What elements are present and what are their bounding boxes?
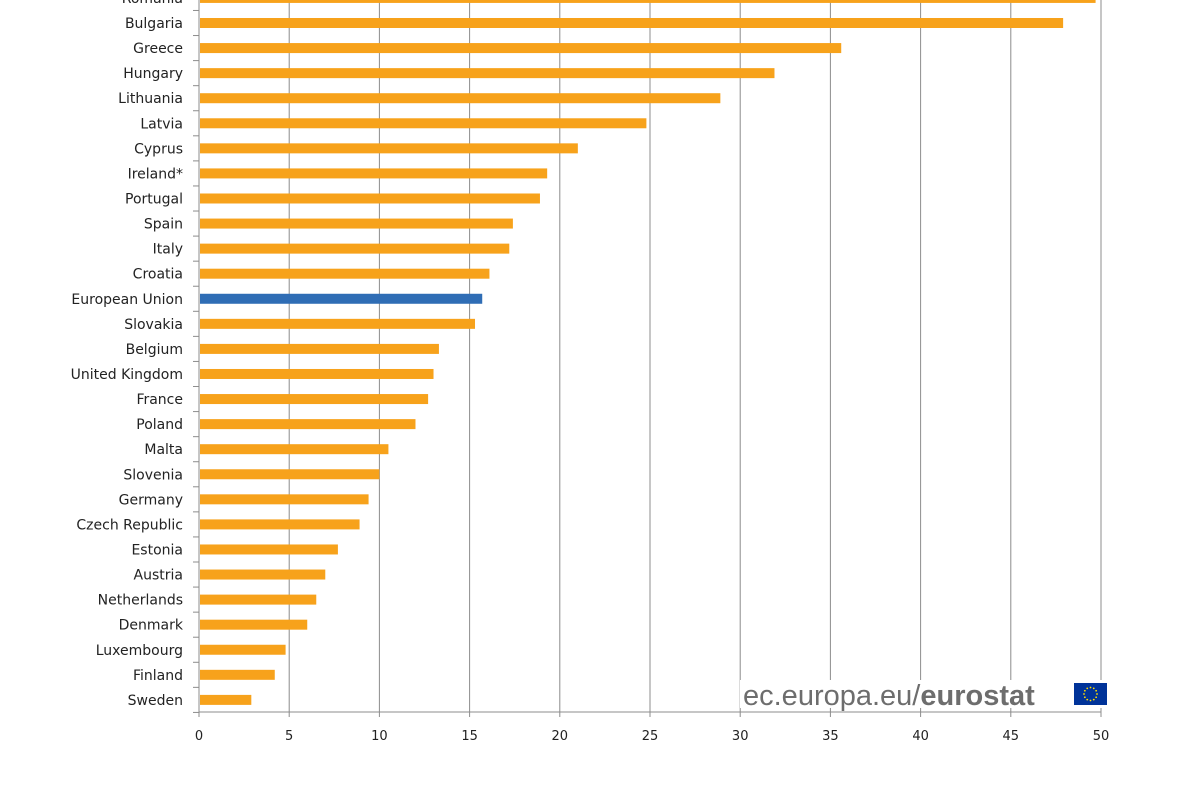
bar-united-kingdom	[200, 368, 434, 379]
bar-estonia	[200, 544, 338, 555]
bar-sweden	[200, 694, 252, 705]
eu-stars-icon	[1083, 686, 1098, 702]
bar-european-union	[200, 293, 483, 304]
category-label: Belgium	[126, 342, 183, 358]
category-label: Croatia	[133, 267, 183, 283]
category-label: Portugal	[125, 191, 183, 207]
bar-bulgaria	[200, 18, 1064, 28]
bar-malta	[200, 444, 389, 455]
eu-star	[1092, 687, 1095, 690]
category-label: Lithuania	[118, 91, 183, 107]
bar-lithuania	[200, 93, 721, 104]
x-tick-label: 40	[912, 729, 929, 744]
bar-italy	[200, 243, 510, 254]
bar-cyprus	[200, 143, 578, 154]
bar-portugal	[200, 193, 540, 204]
category-label: Italy	[153, 242, 183, 258]
svg-text:ec.europa.eu/eurostat: ec.europa.eu/eurostat	[743, 680, 1035, 712]
bar-hungary	[200, 68, 775, 79]
x-tick-label: 15	[461, 729, 478, 744]
category-label: Greece	[133, 41, 183, 57]
bar-greece	[200, 43, 842, 54]
x-tick-label: 30	[732, 729, 749, 744]
x-tick-label: 45	[1003, 729, 1020, 744]
logo-text-light: ec.europa.eu/	[743, 680, 921, 712]
bar-belgium	[200, 343, 439, 354]
category-label: Finland	[133, 668, 183, 684]
bar-ireland-	[200, 168, 548, 179]
x-tick-label: 0	[195, 729, 203, 744]
bar-germany	[200, 494, 369, 505]
bar-slovakia	[200, 318, 476, 329]
eu-star	[1095, 689, 1098, 692]
category-label: Czech Republic	[76, 517, 183, 533]
logo-text-bold: eurostat	[920, 680, 1035, 712]
category-label: Austria	[134, 568, 183, 584]
category-label: Poland	[136, 417, 183, 433]
category-label: Germany	[119, 492, 183, 508]
x-tick-label: 35	[822, 729, 839, 744]
bar-czech-republic	[200, 519, 360, 530]
eu-star	[1089, 699, 1092, 702]
category-label: European Union	[71, 292, 183, 308]
x-axis-ticks: 0 5 10 15 20 25 30 35 40 45 50	[195, 729, 1109, 744]
bar-luxembourg	[200, 644, 286, 655]
category-label: Slovakia	[124, 317, 183, 333]
category-label: Spain	[144, 217, 183, 233]
category-labels: Romania Bulgaria Greece Hungary Lithuania Lat…	[71, 0, 184, 709]
category-label: Estonia	[131, 542, 183, 558]
bar-spain	[200, 218, 513, 229]
bars	[200, 0, 1096, 705]
eu-star	[1086, 698, 1089, 701]
bar-latvia	[200, 118, 647, 129]
category-label: France	[136, 392, 183, 408]
bar-austria	[200, 569, 326, 580]
eu-star	[1095, 696, 1098, 699]
x-tick-label: 5	[285, 729, 293, 744]
x-tick-label: 50	[1093, 729, 1110, 744]
bar-finland	[200, 669, 275, 680]
gridlines	[193, 0, 1102, 717]
category-label: Romania	[122, 0, 183, 7]
category-label: Latvia	[140, 116, 183, 132]
eu-flag-icon	[1074, 683, 1107, 705]
eu-star	[1083, 689, 1086, 692]
eu-star	[1089, 686, 1092, 689]
eu-star	[1086, 687, 1089, 690]
category-label: Sweden	[128, 693, 183, 709]
category-label: Slovenia	[123, 467, 183, 483]
bar-denmark	[200, 619, 308, 630]
eu-star	[1096, 693, 1098, 695]
category-label: Ireland*	[128, 166, 183, 182]
eu-star	[1083, 696, 1086, 699]
bar-france	[200, 394, 429, 405]
category-label: United Kingdom	[71, 367, 183, 383]
eurostat-logo: ec.europa.eu/eurostat	[740, 680, 1110, 712]
category-label: Luxembourg	[96, 643, 183, 659]
bar-romania	[200, 0, 1096, 3]
bar-slovenia	[200, 469, 380, 480]
x-tick-label: 10	[371, 729, 388, 744]
x-tick-label: 25	[642, 729, 659, 744]
category-label: Denmark	[119, 618, 184, 634]
category-label: Netherlands	[98, 593, 183, 609]
category-label: Hungary	[123, 66, 183, 82]
x-tick-label: 20	[552, 729, 569, 744]
category-label: Malta	[144, 442, 183, 458]
category-label: Cyprus	[134, 141, 183, 157]
bar-poland	[200, 419, 416, 430]
eu-star	[1083, 693, 1085, 695]
eu-star	[1092, 698, 1095, 701]
bar-netherlands	[200, 594, 317, 605]
category-label: Bulgaria	[125, 16, 183, 32]
bar-croatia	[200, 268, 490, 279]
